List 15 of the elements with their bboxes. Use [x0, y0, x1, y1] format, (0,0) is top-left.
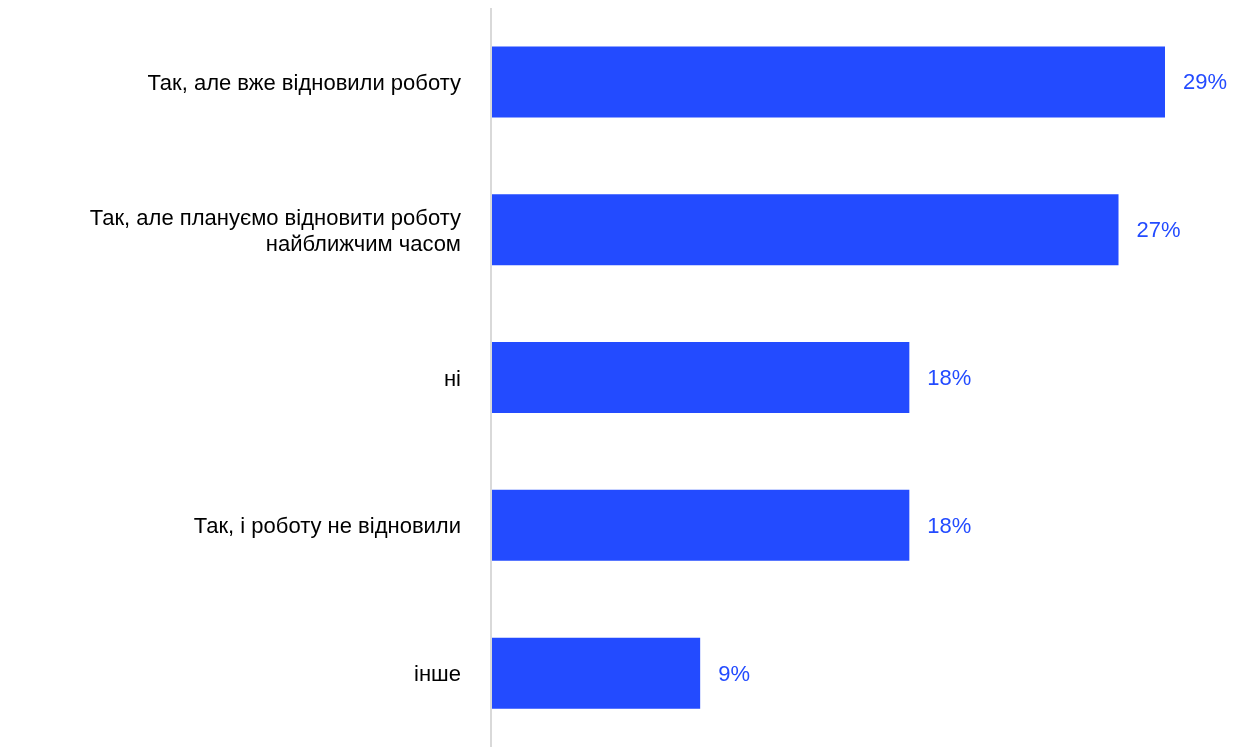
y-tick-label: Так, але вже відновили роботу	[147, 69, 461, 95]
y-tick-label: ні	[443, 365, 461, 390]
data-label: 18%	[927, 512, 972, 538]
data-label: 18%	[927, 365, 972, 391]
data-label: 9%	[718, 660, 750, 686]
bar	[491, 342, 910, 414]
y-tick-label: інше	[414, 660, 461, 686]
bar	[491, 489, 910, 561]
bar	[491, 194, 1119, 266]
y-tick-label: Так, і роботу не відновили	[193, 512, 461, 538]
y-tick-label: Так, але плануємо відновити роботу найближчим часом	[89, 204, 461, 256]
data-label: 27%	[1136, 217, 1181, 243]
data-label: 29%	[1183, 69, 1228, 95]
bar	[491, 637, 701, 709]
bar	[491, 46, 1165, 118]
